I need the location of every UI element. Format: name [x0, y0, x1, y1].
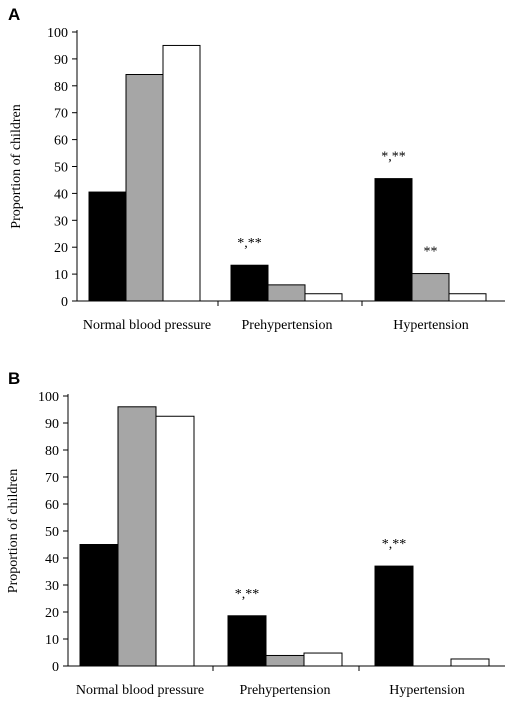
bar	[267, 284, 306, 302]
panel-letter: A	[8, 5, 20, 24]
bar	[411, 273, 450, 302]
y-tick-label: 50	[54, 161, 68, 176]
significance-annotation: **	[424, 245, 438, 260]
y-tick-label: 10	[54, 268, 68, 283]
significance-annotation: *,**	[382, 537, 407, 552]
y-tick-label: 30	[54, 214, 68, 229]
bar	[374, 565, 414, 667]
y-tick-label: 20	[54, 241, 68, 256]
bar	[450, 658, 490, 667]
y-tick-label: 10	[45, 633, 59, 648]
bar	[155, 415, 195, 667]
y-tick-label: 60	[45, 498, 59, 513]
y-tick-label: 80	[54, 80, 68, 95]
significance-annotation: *,**	[235, 587, 260, 602]
y-tick-label: 70	[45, 471, 59, 486]
y-tick-label: 70	[54, 107, 68, 122]
bar	[304, 293, 343, 302]
x-tick-label: Hypertension	[393, 318, 468, 333]
bar	[448, 293, 487, 302]
bar	[374, 178, 413, 302]
y-tick-label: 50	[45, 525, 59, 540]
significance-annotation: *,**	[237, 236, 262, 251]
y-tick-label: 80	[45, 444, 59, 459]
bar	[265, 654, 305, 667]
bar	[303, 652, 343, 667]
y-tick-label: 60	[54, 134, 68, 149]
y-tick-label: 0	[61, 295, 68, 310]
bar	[162, 44, 201, 302]
significance-annotation: *,**	[381, 150, 406, 165]
y-tick-label: 30	[45, 579, 59, 594]
panel-letter: B	[8, 369, 20, 388]
y-tick-label: 40	[45, 552, 59, 567]
bar	[79, 544, 119, 667]
y-tick-label: 20	[45, 606, 59, 621]
y-tick-label: 40	[54, 187, 68, 202]
y-axis-label: Proportion of children	[9, 104, 24, 228]
y-tick-label: 100	[38, 390, 59, 405]
y-tick-label: 0	[52, 660, 59, 675]
x-tick-label: Hypertension	[389, 683, 464, 698]
x-tick-label: Prehypertension	[240, 683, 331, 698]
y-tick-label: 90	[54, 53, 68, 68]
bar	[230, 264, 269, 302]
x-tick-label: Prehypertension	[242, 318, 333, 333]
y-tick-label: 100	[47, 26, 68, 41]
bar	[88, 191, 127, 302]
bar	[227, 615, 267, 667]
x-tick-label: Normal blood pressure	[76, 683, 204, 698]
bar	[125, 74, 164, 302]
bar	[117, 406, 157, 667]
x-tick-label: Normal blood pressure	[83, 318, 211, 333]
y-axis-label: Proportion of children	[6, 469, 21, 593]
chart-panel-b: B Proportion of children 0 10 20 30 40 50 60 70 80…	[6, 369, 505, 698]
y-tick-label: 90	[45, 417, 59, 432]
chart-panel-a: A Proportion of children 0 10 20 30 40 50 60 70 80…	[8, 5, 505, 333]
